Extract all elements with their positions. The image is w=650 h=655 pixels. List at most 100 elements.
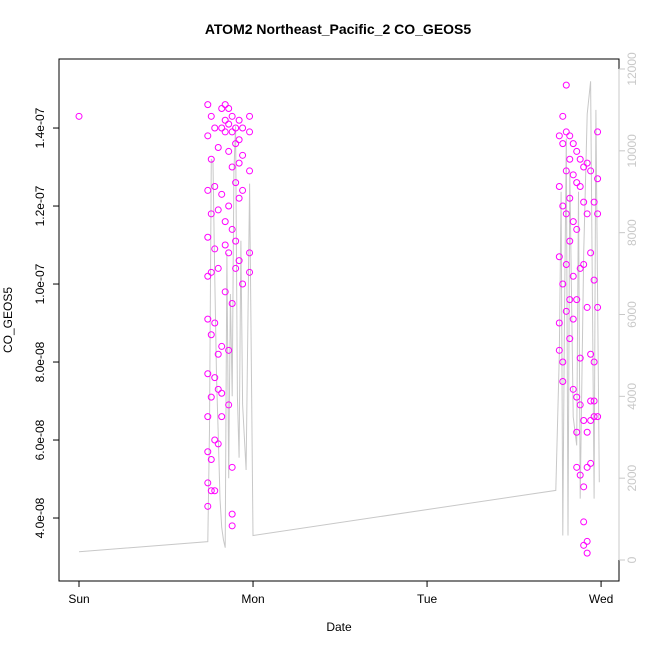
point [562,81,570,89]
point [583,303,591,311]
point [221,288,229,296]
x-axis-label: Date [326,620,352,634]
point [218,124,226,132]
point [562,307,570,315]
point [211,245,219,253]
point [590,358,598,366]
point [228,112,236,120]
point [235,257,243,265]
point [587,350,595,358]
point [246,167,254,175]
point [225,147,233,155]
point [569,218,577,226]
point [562,261,570,269]
point [583,463,591,471]
y-tick-label: 1.2e-07 [33,185,47,226]
point [594,303,602,311]
point [559,358,567,366]
point [75,112,83,120]
point [211,487,219,495]
point [562,128,570,136]
point [211,374,219,382]
point [246,268,254,276]
point [555,319,563,327]
y-tick-label: 8.0e-08 [33,341,47,382]
point [221,218,229,226]
plot-box [58,58,620,582]
y2-tick-label: 10000 [625,134,639,168]
point [225,401,233,409]
point [204,479,212,487]
point [566,194,574,202]
point [232,264,240,272]
point [562,210,570,218]
point [590,198,598,206]
point [583,210,591,218]
point [590,413,598,421]
point [559,378,567,386]
point [228,128,236,136]
point [204,233,212,241]
point [228,163,236,171]
point [211,319,219,327]
x-tick-label: Tue [417,592,438,606]
point [569,385,577,393]
point [573,428,581,436]
point [580,261,588,269]
point [204,132,212,140]
point [232,140,240,148]
point [225,202,233,210]
point [207,268,215,276]
y2-tick-label: 0 [625,556,639,563]
y-tick-label: 1.4e-07 [33,107,47,148]
point [576,471,584,479]
point [573,225,581,233]
point [594,175,602,183]
point [566,335,574,343]
point [559,112,567,120]
x-tick-label: Sun [68,592,89,606]
point [566,155,574,163]
point [207,210,215,218]
point [583,428,591,436]
point [221,116,229,124]
point [204,101,212,109]
x-tick-label: Mon [241,592,264,606]
y2-tick-label: 2000 [625,465,639,492]
point [235,116,243,124]
point [239,186,247,194]
point [566,296,574,304]
point [235,159,243,167]
point [580,417,588,425]
point [235,136,243,144]
point [225,120,233,128]
point [594,413,602,421]
point [555,183,563,191]
point [207,456,215,464]
point [580,163,588,171]
point [594,210,602,218]
chart-title: ATOM2 Northeast_Pacific_2 CO_GEOS5 [205,21,472,37]
point [232,179,240,187]
point [559,280,567,288]
point [587,167,595,175]
point [555,346,563,354]
point [211,124,219,132]
point [204,186,212,194]
point [566,132,574,140]
point [211,436,219,444]
point [576,401,584,409]
point [573,179,581,187]
point [590,397,598,405]
line [78,81,600,553]
point [246,128,254,136]
point [580,198,588,206]
point [207,487,215,495]
point [580,541,588,549]
point [218,105,226,113]
point [207,155,215,163]
point [580,483,588,491]
point [214,206,222,214]
point [214,385,222,393]
point [587,459,595,467]
